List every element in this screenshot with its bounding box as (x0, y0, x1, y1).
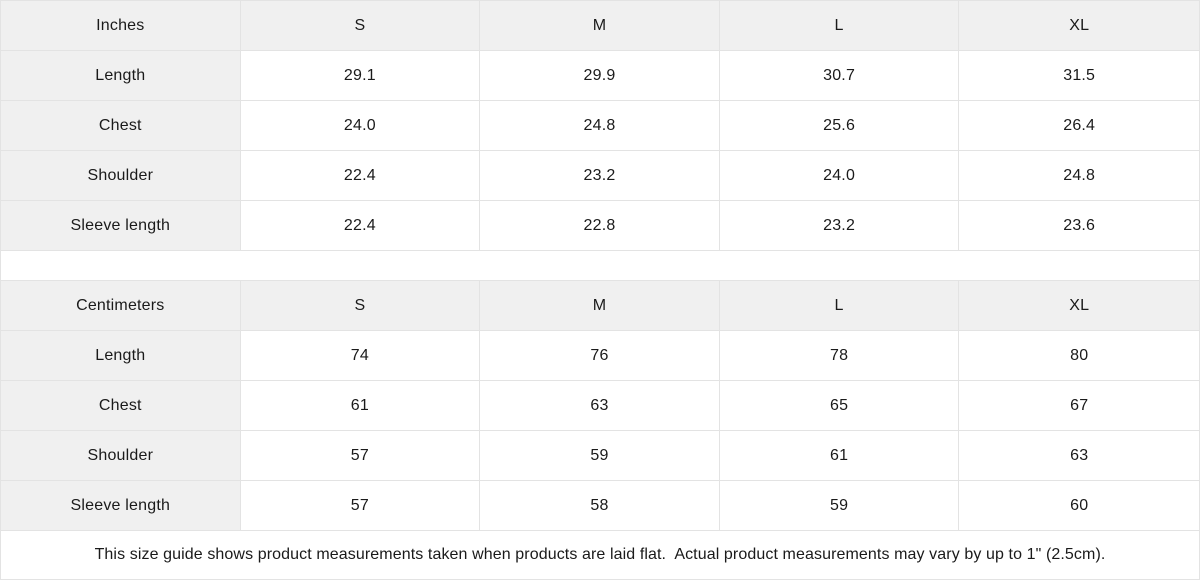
inches-length-m: 29.9 (480, 51, 720, 101)
inches-sleeve-s: 22.4 (240, 201, 481, 251)
inches-shoulder-m: 23.2 (480, 151, 720, 201)
cm-sleeve-l: 59 (719, 481, 960, 531)
cm-shoulder-m: 59 (480, 431, 720, 481)
inches-size-header-m: M (480, 1, 720, 51)
inches-unit-header: Inches (1, 1, 241, 51)
inches-size-header-xl: XL (959, 1, 1199, 51)
cm-shoulder-s: 57 (240, 431, 481, 481)
table-spacer (1, 251, 1199, 281)
cm-length-m: 76 (480, 331, 720, 381)
inches-row-label-shoulder: Shoulder (1, 151, 241, 201)
cm-sleeve-m: 58 (480, 481, 720, 531)
cm-shoulder-xl: 63 (959, 431, 1199, 481)
inches-sleeve-xl: 23.6 (959, 201, 1199, 251)
inches-row-label-length: Length (1, 51, 241, 101)
centimeters-table: Centimeters S M L XL Length 74 76 78 80 … (1, 281, 1199, 531)
cm-chest-m: 63 (480, 381, 720, 431)
inches-shoulder-xl: 24.8 (959, 151, 1199, 201)
inches-row-label-sleeve-length: Sleeve length (1, 201, 241, 251)
inches-shoulder-s: 22.4 (240, 151, 481, 201)
cm-shoulder-l: 61 (719, 431, 960, 481)
cm-length-s: 74 (240, 331, 481, 381)
cm-length-l: 78 (719, 331, 960, 381)
inches-row-label-chest: Chest (1, 101, 241, 151)
cm-row-label-shoulder: Shoulder (1, 431, 241, 481)
cm-size-header-s: S (240, 281, 481, 331)
inches-size-header-s: S (240, 1, 481, 51)
cm-row-label-length: Length (1, 331, 241, 381)
cm-size-header-m: M (480, 281, 720, 331)
inches-chest-l: 25.6 (719, 101, 960, 151)
cm-size-header-xl: XL (959, 281, 1199, 331)
cm-row-label-chest: Chest (1, 381, 241, 431)
inches-sleeve-m: 22.8 (480, 201, 720, 251)
cm-chest-l: 65 (719, 381, 960, 431)
size-guide-footnote: This size guide shows product measuremen… (1, 531, 1199, 579)
inches-length-l: 30.7 (719, 51, 960, 101)
inches-chest-m: 24.8 (480, 101, 720, 151)
cm-sleeve-xl: 60 (959, 481, 1199, 531)
inches-chest-s: 24.0 (240, 101, 481, 151)
inches-table: Inches S M L XL Length 29.1 29.9 30.7 31… (1, 1, 1199, 251)
inches-shoulder-l: 24.0 (719, 151, 960, 201)
cm-length-xl: 80 (959, 331, 1199, 381)
inches-size-header-l: L (719, 1, 960, 51)
cm-chest-s: 61 (240, 381, 481, 431)
cm-size-header-l: L (719, 281, 960, 331)
inches-length-xl: 31.5 (959, 51, 1199, 101)
inches-sleeve-l: 23.2 (719, 201, 960, 251)
inches-length-s: 29.1 (240, 51, 481, 101)
cm-row-label-sleeve-length: Sleeve length (1, 481, 241, 531)
cm-unit-header: Centimeters (1, 281, 241, 331)
inches-chest-xl: 26.4 (959, 101, 1199, 151)
cm-chest-xl: 67 (959, 381, 1199, 431)
cm-sleeve-s: 57 (240, 481, 481, 531)
